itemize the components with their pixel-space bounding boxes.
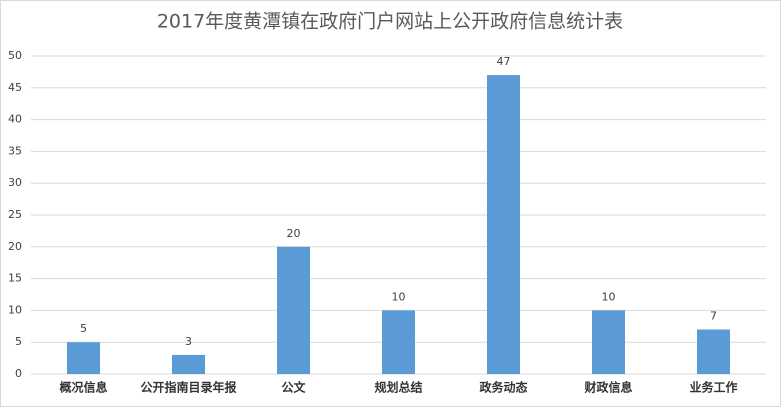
chart-title: 2017年度黄潭镇在政府门户网站上公开政府信息统计表: [157, 11, 623, 33]
x-tick-label: 公开指南目录年报: [140, 380, 236, 395]
data-label: 47: [497, 55, 511, 68]
y-tick-label: 15: [8, 272, 22, 285]
y-tick-label: 0: [15, 367, 22, 380]
y-tick-label: 30: [8, 176, 22, 189]
bar: [697, 329, 730, 374]
x-tick-label: 业务工作: [689, 380, 737, 395]
bar: [67, 342, 100, 374]
data-label: 10: [392, 290, 406, 303]
data-label: 5: [80, 322, 87, 335]
data-label: 20: [287, 227, 301, 240]
x-tick-label: 规划总结: [374, 380, 422, 395]
y-tick-label: 5: [15, 335, 22, 348]
x-tick-label: 财政信息: [583, 380, 632, 395]
bar: [592, 310, 625, 374]
y-tick-label: 10: [8, 303, 22, 316]
y-tick-label: 40: [8, 113, 22, 126]
x-tick-label: 政务动态: [479, 380, 527, 395]
bar: [382, 310, 415, 374]
y-tick-label: 50: [8, 49, 22, 62]
y-tick-label: 45: [8, 81, 22, 94]
x-tick-label: 概况信息: [59, 380, 107, 395]
data-label: 3: [185, 335, 192, 348]
bar: [277, 246, 310, 374]
data-label: 10: [602, 290, 616, 303]
x-tick-label: 公文: [281, 380, 306, 395]
y-tick-label: 35: [8, 144, 22, 157]
y-tick-label: 25: [8, 208, 22, 221]
y-tick-label: 20: [8, 240, 22, 253]
data-label: 7: [710, 309, 717, 322]
bar: [487, 75, 520, 374]
bar: [172, 354, 205, 374]
